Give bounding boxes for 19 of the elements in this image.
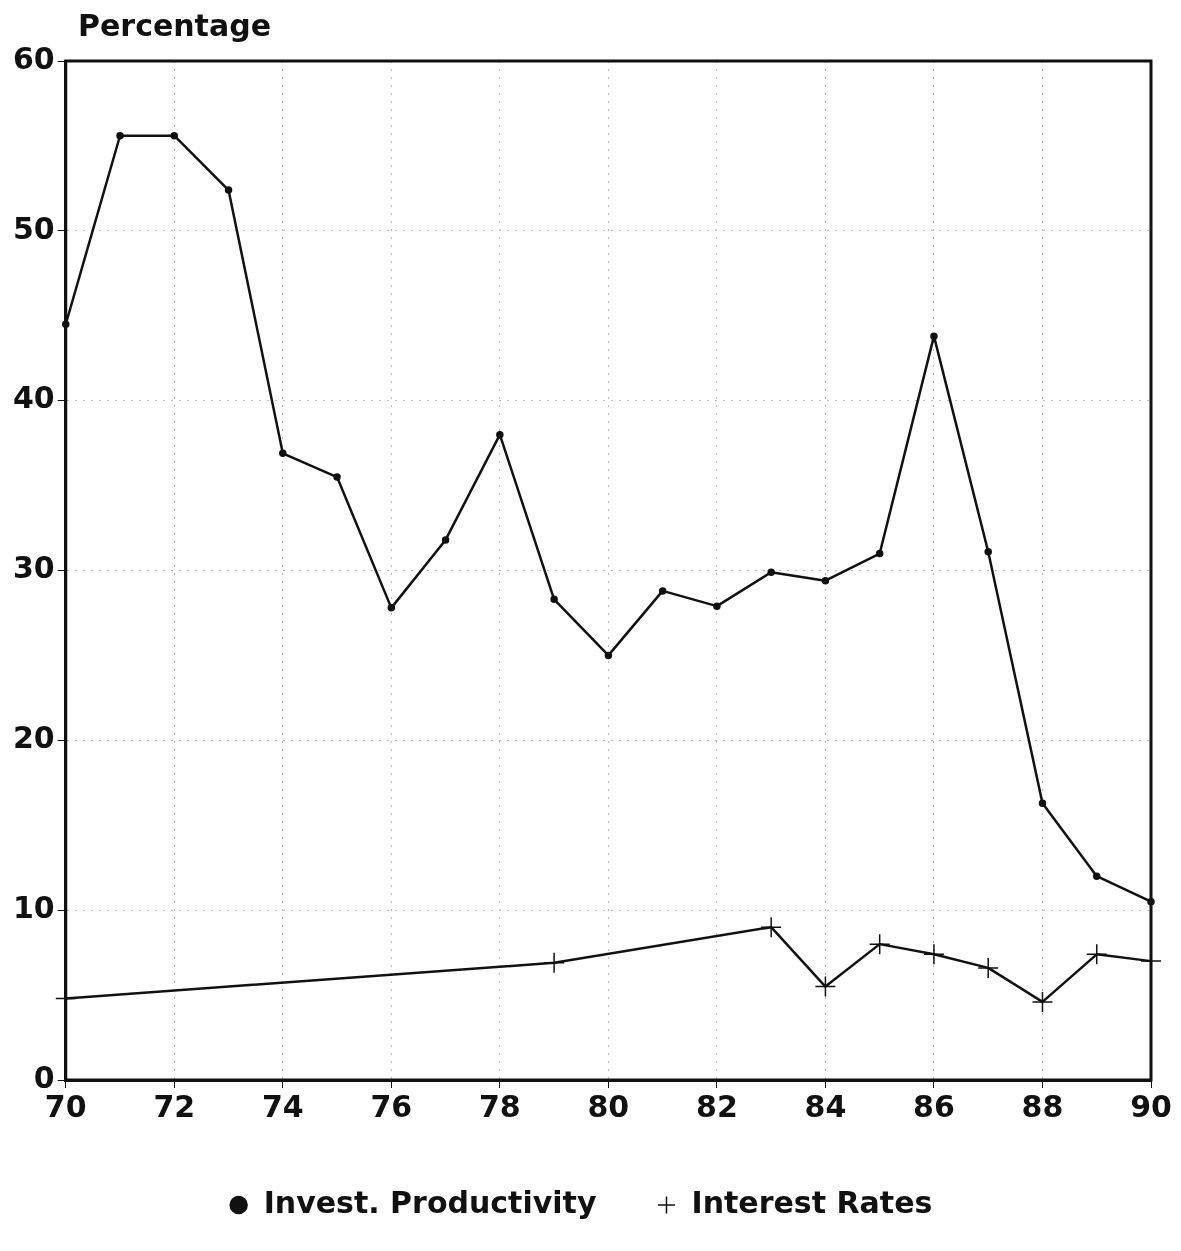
legend-label: Interest Rates bbox=[691, 1184, 933, 1220]
y-tick-label: 40 bbox=[13, 380, 55, 416]
y-tick-label: 20 bbox=[13, 720, 55, 756]
x-tick-label: 84 bbox=[804, 1088, 847, 1124]
x-tick-label: 86 bbox=[913, 1088, 955, 1124]
x-tick-label: 88 bbox=[1021, 1088, 1064, 1124]
y-axis-title: Percentage bbox=[78, 8, 272, 43]
y-tick-label: 60 bbox=[13, 40, 55, 76]
x-tick-label: 80 bbox=[587, 1088, 630, 1124]
x-tick-label: 72 bbox=[153, 1088, 196, 1124]
y-tick-label: 50 bbox=[13, 210, 55, 246]
x-tick-label: 82 bbox=[696, 1088, 738, 1124]
legend-label: Invest. Productivity bbox=[263, 1184, 597, 1220]
x-tick-label: 78 bbox=[478, 1088, 521, 1124]
x-tick-label: 74 bbox=[261, 1088, 304, 1124]
x-tick-label: 90 bbox=[1130, 1088, 1172, 1124]
y-tick-label: 30 bbox=[13, 550, 55, 586]
y-tick-label: 10 bbox=[13, 889, 55, 925]
x-tick-label: 76 bbox=[370, 1088, 413, 1124]
